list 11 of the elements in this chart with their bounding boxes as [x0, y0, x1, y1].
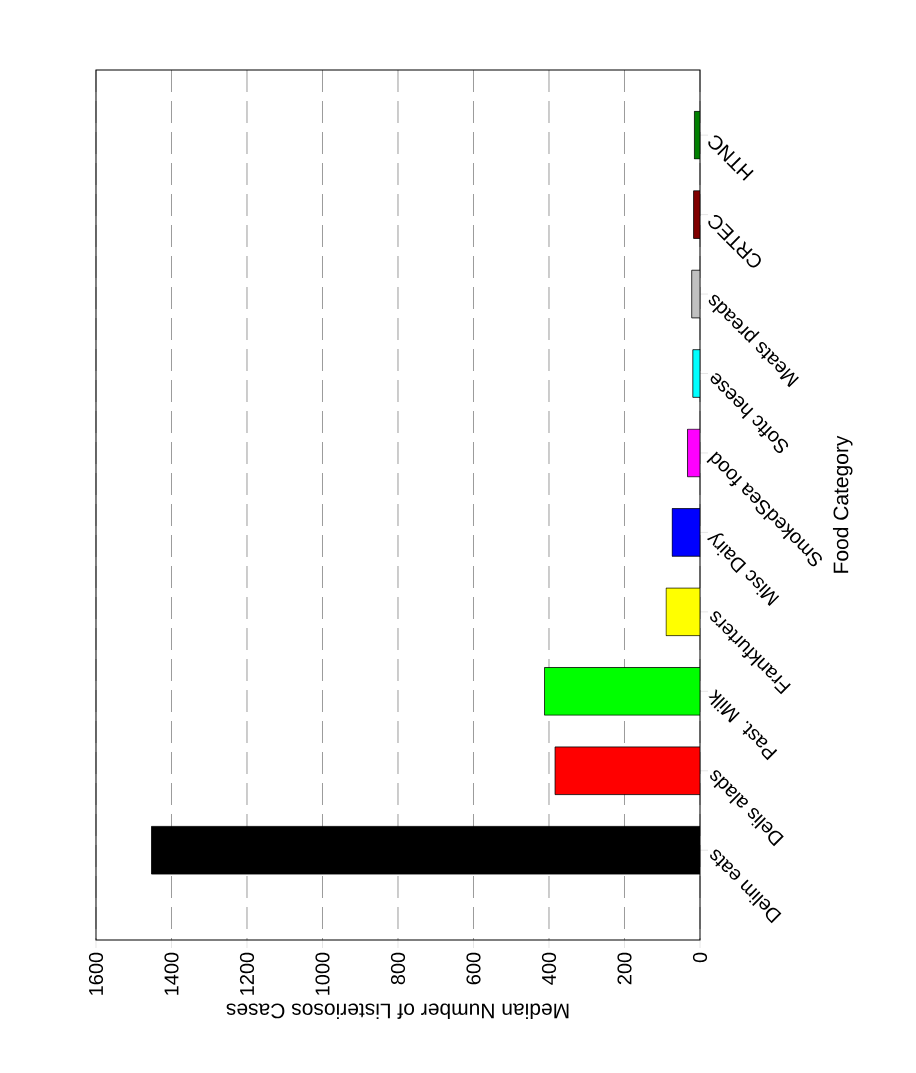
x-tick-label: 600: [466, 952, 481, 985]
x-tick-label: 1200: [239, 952, 255, 995]
y-axis-title: Food Category: [832, 435, 853, 573]
x-tick-label: 1000: [315, 952, 330, 995]
x-tick-label: 200: [617, 952, 632, 985]
x-tick-label: 1600: [88, 952, 104, 995]
x-tick-label: 1400: [164, 952, 179, 995]
x-tick-label: 0: [692, 952, 708, 963]
x-tick-label: 800: [390, 952, 406, 985]
x-tick-label: 400: [541, 952, 557, 985]
x-axis-title: Median Number of Listeriosos Cases: [226, 1003, 569, 1019]
